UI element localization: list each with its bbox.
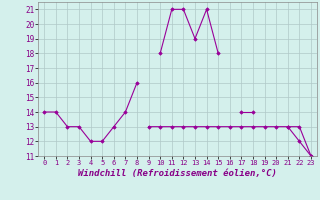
X-axis label: Windchill (Refroidissement éolien,°C): Windchill (Refroidissement éolien,°C) <box>78 169 277 178</box>
